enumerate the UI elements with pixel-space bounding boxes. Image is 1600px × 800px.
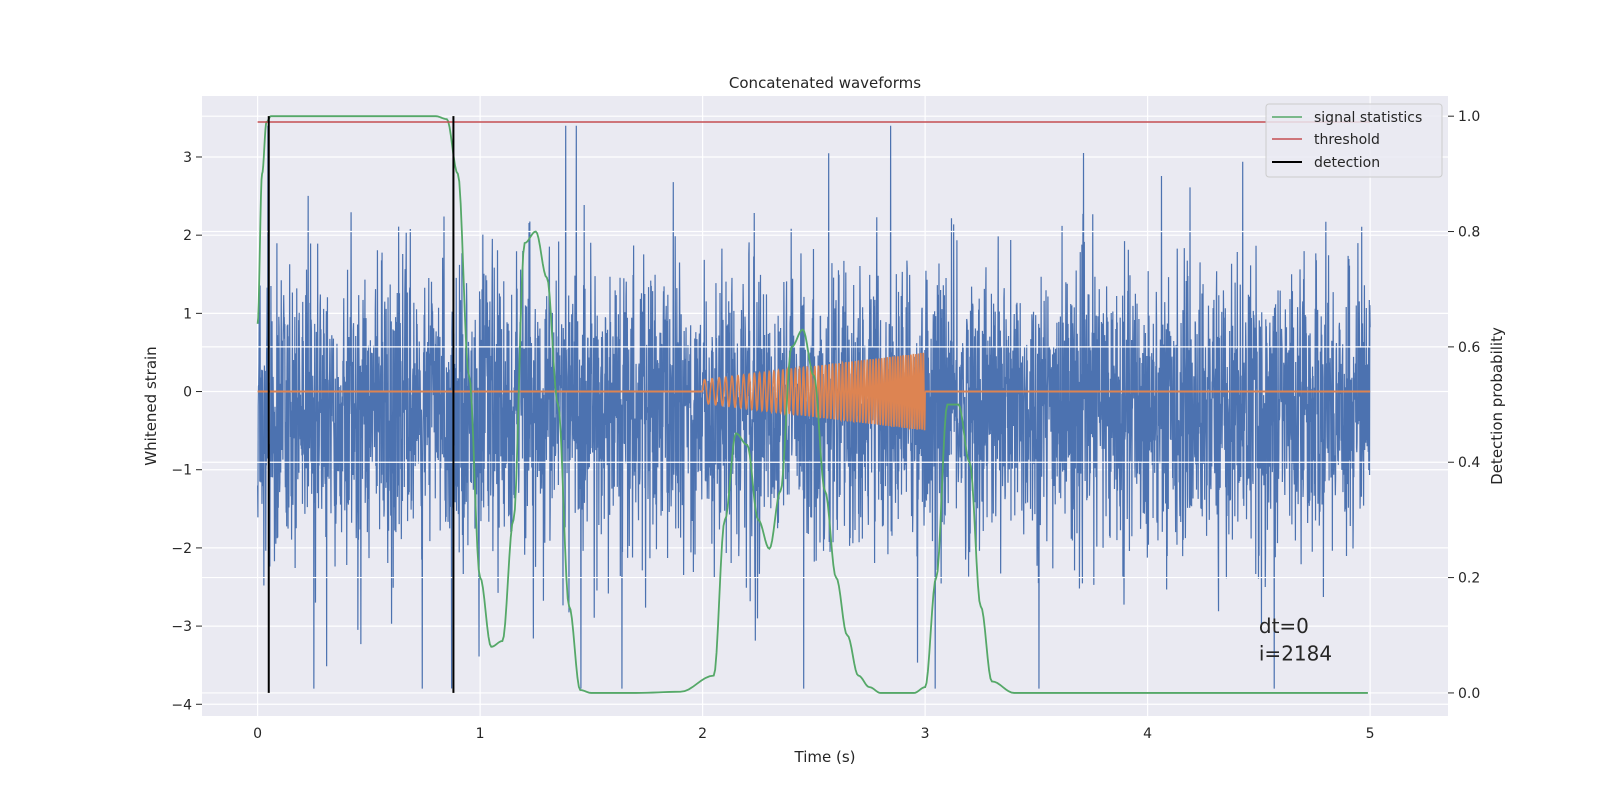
signal-statistics-line: [256, 115, 1368, 694]
injected-series: [257, 352, 1371, 431]
y-tick-label: 1: [183, 306, 192, 322]
x-axis-ticks: 0 1 2 3 4 5: [253, 726, 1374, 742]
y2-tick-label: 0.0: [1458, 686, 1480, 702]
signal-statistics-series: [256, 115, 1368, 694]
x-tick-label: 2: [698, 726, 707, 742]
y-tick-label: −3: [171, 619, 192, 635]
y2-axis-ticks: 0.0 0.2 0.4 0.6 0.8 1.0: [1448, 109, 1480, 702]
x-axis-label: Time (s): [794, 748, 856, 766]
legend: signal statistics threshold detection: [1265, 103, 1443, 178]
y-tick-label: 3: [183, 150, 192, 166]
y-tick-label: 2: [183, 228, 192, 244]
y-axis-label: Whitened strain: [142, 346, 160, 465]
annotation-dt: dt=0: [1259, 614, 1309, 638]
x-tick-label: 4: [1143, 726, 1152, 742]
detection-series: [267, 116, 455, 693]
x-tick-label: 5: [1366, 726, 1375, 742]
injected-chirp: [701, 352, 926, 431]
y2-tick-label: 0.4: [1458, 455, 1480, 471]
legend-label-threshold: threshold: [1314, 132, 1380, 148]
y2-tick-label: 0.8: [1458, 225, 1480, 241]
annotations: dt=0 i=2184: [1259, 614, 1332, 665]
x-tick-label: 0: [253, 726, 262, 742]
annotation-i: i=2184: [1259, 641, 1332, 665]
legend-label-signal-statistics: signal statistics: [1314, 110, 1422, 126]
y-tick-label: −1: [171, 463, 192, 479]
y-axis-ticks: −4 −3 −2 −1 0 1 2 3: [171, 150, 202, 713]
legend-label-detection: detection: [1314, 155, 1380, 171]
y-tick-label: −4: [171, 697, 192, 713]
y2-tick-label: 1.0: [1458, 109, 1480, 125]
x-tick-label: 3: [921, 726, 930, 742]
y-tick-label: −2: [171, 541, 192, 557]
y2-tick-label: 0.6: [1458, 340, 1480, 356]
y-tick-label: 0: [183, 385, 192, 401]
x-tick-label: 1: [476, 726, 485, 742]
legend-box: [1265, 103, 1443, 178]
y2-tick-label: 0.2: [1458, 571, 1480, 587]
chart-title: Concatenated waveforms: [729, 74, 921, 92]
y2-axis-label: Detection probability: [1488, 327, 1506, 485]
